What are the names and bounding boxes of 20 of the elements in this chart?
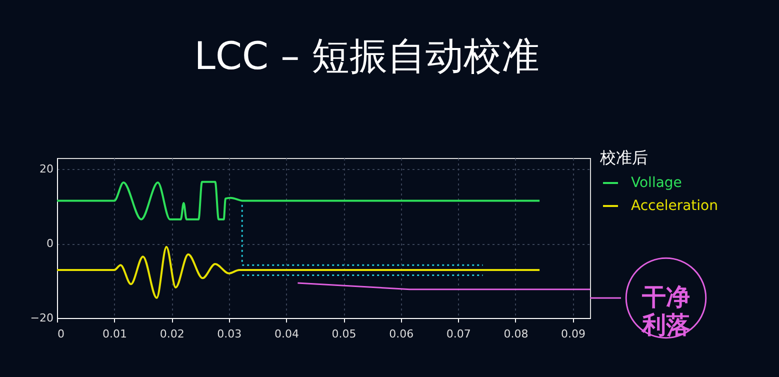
legend-label: Acceleration [631,198,718,214]
y-tick-label: 0 [46,237,54,250]
legend-label: Vollage [631,175,682,191]
line-series [56,180,541,220]
line-series [56,246,541,299]
x-tick-label: 0.06 [389,328,414,340]
x-tick-label: 0.05 [332,328,356,340]
legend-title: 校准后 [599,148,648,167]
x-tick-label: 0.09 [561,328,586,340]
chart-title: LCC – 短振自动校准 [194,34,540,78]
x-tick-label: 0.02 [160,328,184,340]
x-tick-label: 0 [58,328,64,340]
x-tick-label: 0.04 [274,328,299,340]
y-tick-label: −20 [30,312,54,324]
x-tick-label: 0.08 [504,328,528,340]
x-tick-label: 0.07 [446,328,471,340]
x-tick-label: 0.01 [102,328,128,340]
y-tick-label: 20 [40,162,54,176]
x-tick-label: 0.03 [217,328,242,340]
text: 干净利落 [641,283,690,339]
